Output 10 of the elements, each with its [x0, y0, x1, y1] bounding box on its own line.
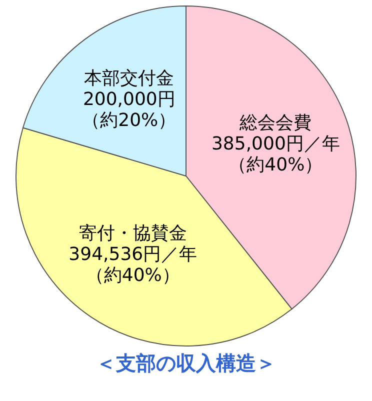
text: （約40%） [228, 154, 323, 176]
text: （約40%） [86, 264, 180, 286]
data-label: 200,000円 [82, 88, 176, 110]
text: （約20%） [82, 110, 176, 131]
slice-label: 本部交付金 [84, 68, 174, 89]
data-label: 385,000円／年 [211, 134, 340, 155]
text: ＜支部の収入構造＞ [96, 351, 276, 375]
slice-label: 総会会費 [238, 112, 312, 134]
data-label: 394,536円／年 [68, 244, 198, 265]
slice-label: 寄付・協賛金 [78, 222, 187, 244]
